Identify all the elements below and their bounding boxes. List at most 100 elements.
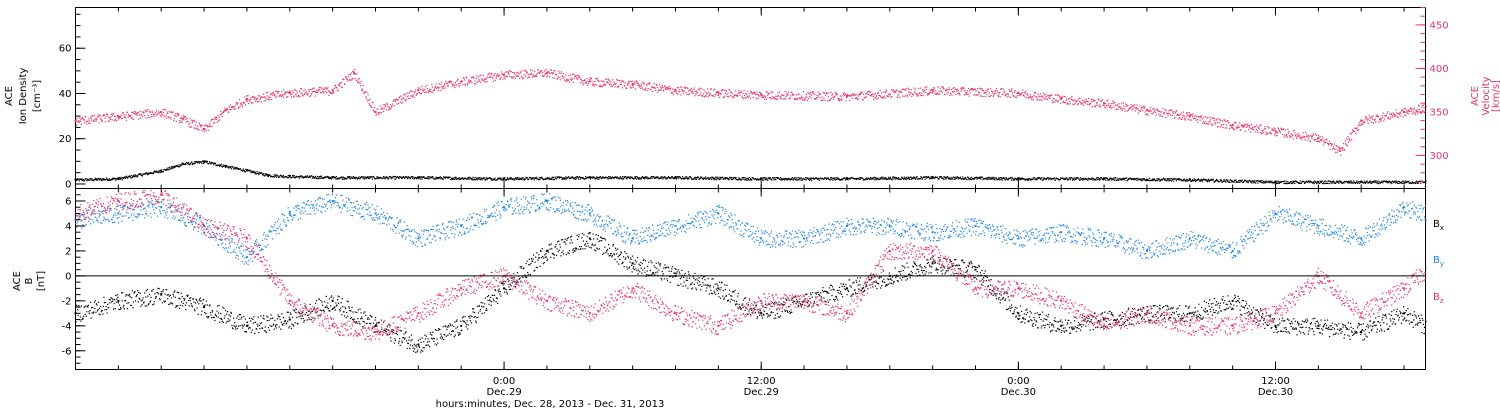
scatter-dot: [1339, 147, 1341, 149]
scatter-dot: [320, 175, 323, 177]
scatter-dot: [481, 78, 483, 80]
scatter-dot: [204, 125, 206, 127]
scatter-dot: [458, 83, 460, 85]
scatter-dot: [1130, 106, 1133, 108]
scatter-dot: [160, 170, 162, 172]
scatter-dot: [1041, 99, 1043, 101]
scatter-dot: [660, 89, 662, 91]
scatter-dot: [961, 89, 963, 91]
scatter-dot: [1116, 177, 1118, 179]
scatter-dot: [588, 177, 590, 179]
scatter-dot: [1262, 182, 1264, 184]
scatter-dot: [1208, 121, 1210, 123]
scatter-dot: [956, 88, 958, 91]
scatter-dot: [1322, 138, 1324, 140]
scatter-dot: [474, 176, 476, 179]
scatter-dot: [111, 179, 113, 181]
scatter-dot: [115, 116, 117, 118]
scatter-dot: [162, 112, 165, 114]
scatter-dot: [1077, 103, 1080, 105]
scatter-dot: [522, 177, 524, 179]
scatter-dot: [568, 81, 571, 83]
scatter-dot: [743, 89, 745, 92]
scatter-dot: [671, 92, 673, 94]
scatter-dot: [232, 107, 234, 109]
scatter-dot: [435, 176, 437, 178]
scatter-dot: [1180, 179, 1182, 181]
scatter-dot: [778, 177, 780, 179]
scatter-dot: [511, 77, 513, 79]
scatter-dot: [1078, 97, 1080, 100]
scatter-dot: [483, 80, 485, 82]
scatter-dot: [887, 95, 889, 98]
scatter-dot: [221, 116, 223, 118]
scatter-dot: [1106, 177, 1108, 179]
scatter-dot: [589, 81, 591, 83]
scatter-dot: [1211, 117, 1213, 119]
scatter-dot: [288, 91, 290, 93]
scatter-dot: [434, 178, 437, 180]
scatter-dot: [1283, 182, 1285, 185]
scatter-dot: [889, 95, 891, 97]
scatter-dot: [448, 80, 450, 83]
scatter-dot: [351, 177, 354, 179]
scatter-dot: [1086, 103, 1089, 105]
scatter-dot: [1137, 108, 1139, 110]
scatter-dot: [377, 108, 379, 110]
scatter-dot: [812, 91, 814, 94]
scatter-dot: [211, 125, 213, 127]
scatter-dot: [1217, 179, 1219, 181]
scatter-dot: [363, 178, 365, 180]
scatter-dot: [1049, 97, 1051, 100]
scatter-dot: [177, 113, 180, 115]
scatter-dot: [988, 95, 990, 97]
scatter-dot: [619, 79, 621, 81]
scatter-dot: [621, 87, 624, 89]
scatter-dot: [144, 115, 146, 117]
scatter-dot: [336, 178, 339, 180]
scatter-dot: [556, 178, 558, 180]
scatter-dot: [474, 179, 476, 181]
scatter-dot: [141, 111, 143, 113]
scatter-dot: [1161, 116, 1164, 118]
scatter-dot: [306, 93, 308, 95]
scatter-dot: [457, 178, 459, 180]
scatter-dot: [298, 95, 300, 97]
scatter-dot: [516, 177, 518, 180]
scatter-dot: [407, 95, 409, 97]
scatter-dot: [780, 97, 782, 99]
scatter-dot: [76, 179, 78, 182]
scatter-dot: [764, 95, 766, 97]
scatter-dot: [479, 179, 482, 181]
scatter-dot: [558, 177, 560, 179]
scatter-dot: [94, 177, 96, 179]
scatter-dot: [135, 113, 137, 116]
scatter-dot: [413, 176, 415, 178]
scatter-dot: [829, 100, 831, 102]
scatter-dot: [1242, 126, 1245, 128]
scatter-dot: [954, 91, 956, 93]
scatter-dot: [390, 107, 392, 109]
scatter-dot: [939, 92, 941, 95]
scatter-dot: [1119, 106, 1121, 108]
scatter-dot: [136, 175, 138, 177]
scatter-dot: [506, 71, 508, 73]
scatter-dot: [998, 179, 1000, 181]
scatter-dot: [383, 176, 385, 178]
scatter-dot: [1051, 94, 1053, 96]
scatter-dot: [994, 90, 996, 92]
scatter-dot: [846, 94, 848, 96]
scatter-dot: [903, 178, 905, 180]
scatter-dot: [1258, 128, 1261, 130]
scatter-dot: [1298, 182, 1300, 184]
scatter-dot: [166, 168, 168, 171]
scatter-dot: [366, 100, 369, 102]
scatter-dot: [978, 93, 980, 95]
scatter-dot: [373, 106, 376, 109]
scatter-dot: [515, 75, 518, 78]
scatter-dot: [1152, 108, 1154, 110]
scatter-dot: [502, 78, 504, 80]
scatter-dot: [970, 89, 972, 91]
scatter-dot: [195, 161, 197, 163]
scatter-dot: [1313, 182, 1315, 185]
